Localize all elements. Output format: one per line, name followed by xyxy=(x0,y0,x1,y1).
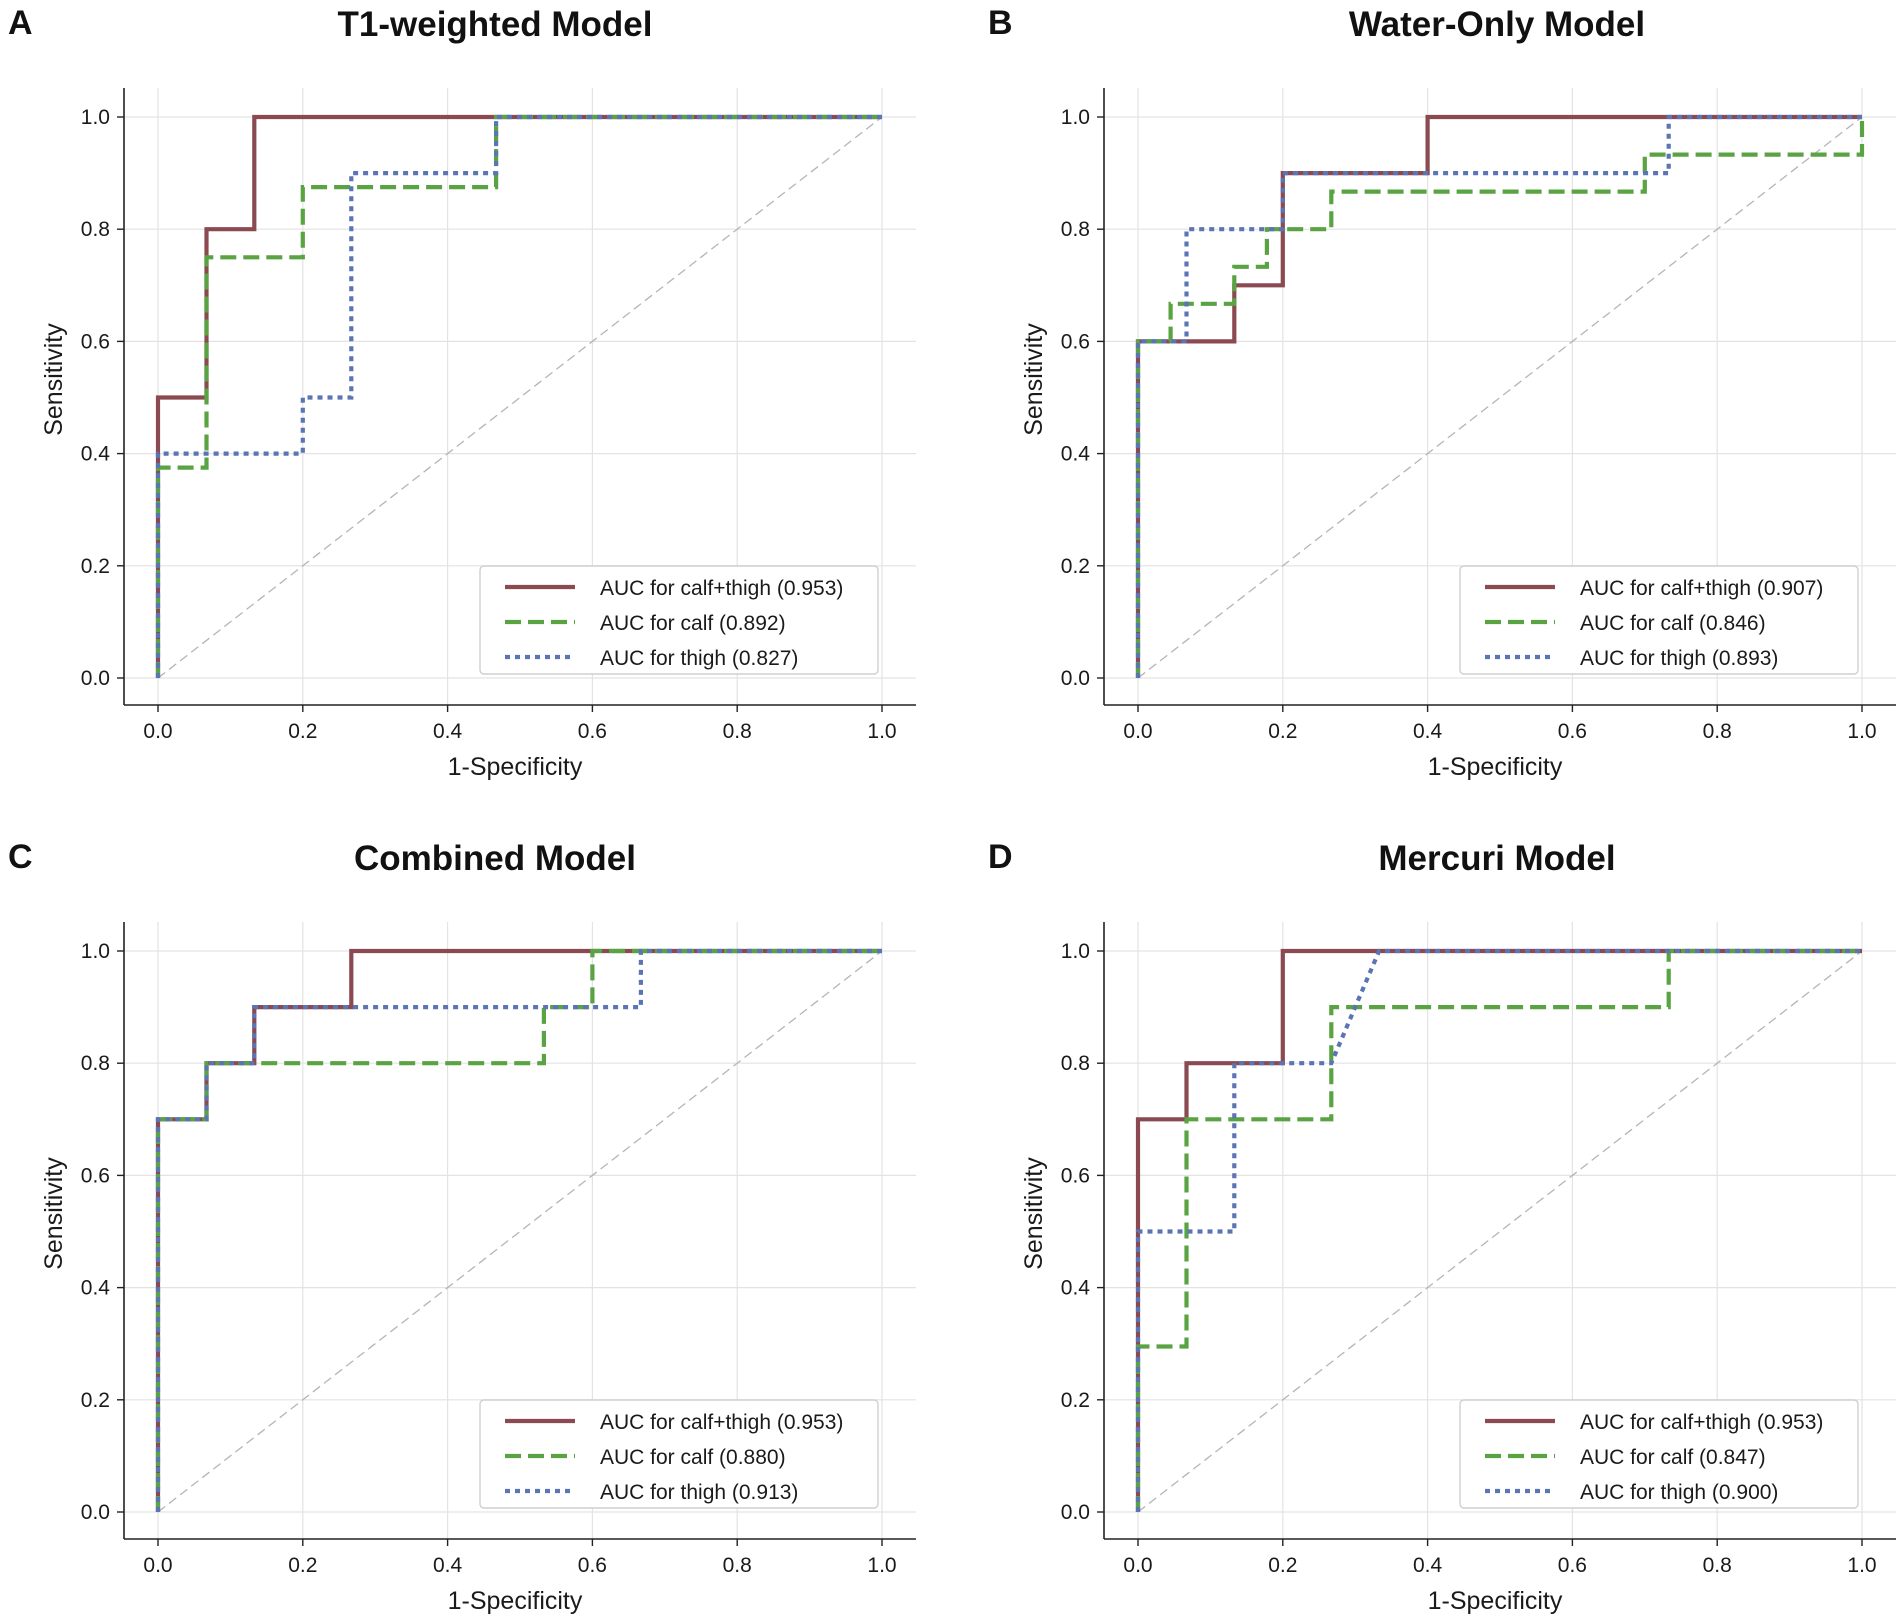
x-tick-label: 1.0 xyxy=(867,720,896,743)
chart-title: Combined Model xyxy=(354,839,636,878)
x-tick-label: 0.8 xyxy=(1703,1554,1732,1577)
y-tick-label: 1.0 xyxy=(1061,106,1090,129)
legend-box xyxy=(1459,565,1859,675)
y-tick-label: 0.0 xyxy=(1061,667,1090,690)
legend-box xyxy=(479,565,879,675)
x-tick-label: 1.0 xyxy=(1847,1554,1876,1577)
reference-diagonal-line xyxy=(157,950,883,1513)
roc-curve-calf-thigh xyxy=(155,114,882,678)
y-tick-label: 0.4 xyxy=(81,443,111,466)
x-axis-label: 1-Specificity xyxy=(448,753,583,781)
legend-label: AUC for calf+thigh (0.953) xyxy=(600,577,843,600)
y-tick-label: 0.2 xyxy=(1061,1389,1090,1412)
y-axis-label: Sensitivity xyxy=(1020,323,1048,436)
y-tick-label: 0.0 xyxy=(1061,1501,1090,1524)
legend-label: AUC for thigh (0.893) xyxy=(1580,647,1778,670)
roc-curve-calf-thigh xyxy=(1135,948,1862,1512)
x-tick-label: 0.8 xyxy=(1703,720,1732,743)
y-tick-label: 0.6 xyxy=(1061,1164,1090,1187)
y-tick-label: 0.8 xyxy=(81,1052,110,1075)
chart-title: T1-weighted Model xyxy=(338,5,653,44)
legend-label: AUC for calf (0.847) xyxy=(1580,1446,1766,1469)
chart-panel-a: A T1-weighted Model 0.0 0.2 0.4 0.6 0.8 1.0 0.0 0… xyxy=(8,4,916,781)
legend-label: AUC for calf (0.880) xyxy=(600,1446,786,1469)
legend-label: AUC for calf (0.892) xyxy=(600,612,786,635)
y-tick-label: 0.8 xyxy=(1061,1052,1090,1075)
y-tick-label: 0.4 xyxy=(1061,1277,1091,1300)
x-tick-label: 0.0 xyxy=(1123,1554,1152,1577)
x-tick-label: 0.6 xyxy=(578,1554,607,1577)
y-tick-label: 1.0 xyxy=(81,940,110,963)
chart-title: Mercuri Model xyxy=(1378,839,1615,878)
x-tick-label: 0.6 xyxy=(1558,720,1587,743)
x-axis-label: 1-Specificity xyxy=(1428,1587,1563,1615)
x-tick-label: 0.4 xyxy=(1413,1554,1443,1577)
legend-label: AUC for calf+thigh (0.953) xyxy=(1580,1411,1823,1434)
x-tick-label: 0.6 xyxy=(1558,1554,1587,1577)
y-tick-label: 1.0 xyxy=(1061,940,1090,963)
legend-label: AUC for calf (0.846) xyxy=(1580,612,1766,635)
y-axis-label: Sensitivity xyxy=(1020,1157,1048,1270)
y-tick-label: 0.8 xyxy=(81,218,110,241)
reference-diagonal-line xyxy=(1137,116,1863,679)
x-tick-label: 0.2 xyxy=(1268,1554,1297,1577)
roc-curve-calf xyxy=(155,948,882,1512)
legend-label: AUC for calf+thigh (0.907) xyxy=(1580,577,1823,600)
x-tick-label: 0.4 xyxy=(1413,720,1443,743)
x-axis-label: 1-Specificity xyxy=(1428,753,1563,781)
roc-curve-calf xyxy=(1135,948,1862,1512)
reference-diagonal-line xyxy=(157,116,883,679)
x-tick-label: 0.4 xyxy=(433,720,463,743)
roc-curve-thigh xyxy=(155,114,882,678)
panel-letter: A xyxy=(8,4,33,42)
roc-curve-calf xyxy=(1135,117,1865,678)
y-tick-label: 0.2 xyxy=(1061,555,1090,578)
x-tick-label: 0.8 xyxy=(723,1554,752,1577)
y-tick-label: 0.0 xyxy=(81,1501,110,1524)
roc-curve-thigh xyxy=(1135,114,1862,678)
panel-letter: B xyxy=(988,4,1013,42)
x-axis-label: 1-Specificity xyxy=(448,1587,583,1615)
y-tick-label: 0.6 xyxy=(81,330,110,353)
x-tick-label: 1.0 xyxy=(867,1554,896,1577)
roc-curve-calf xyxy=(155,114,882,678)
x-tick-label: 1.0 xyxy=(1847,720,1876,743)
y-tick-label: 0.4 xyxy=(81,1277,111,1300)
chart-panel-d: D Mercuri Model 0.0 0.2 0.4 0.6 0.8 1.0 0.0 0.2 0.… xyxy=(988,838,1896,1615)
y-tick-label: 0.2 xyxy=(81,555,110,578)
panel-letter: C xyxy=(8,838,33,876)
y-tick-label: 0.0 xyxy=(81,667,110,690)
y-tick-label: 0.8 xyxy=(1061,218,1090,241)
x-tick-label: 0.8 xyxy=(723,720,752,743)
y-tick-label: 0.6 xyxy=(81,1164,110,1187)
legend-box xyxy=(479,1399,879,1509)
x-tick-label: 0.4 xyxy=(433,1554,463,1577)
x-tick-label: 0.0 xyxy=(143,720,172,743)
x-tick-label: 0.2 xyxy=(288,720,317,743)
y-tick-label: 0.6 xyxy=(1061,330,1090,353)
y-tick-label: 1.0 xyxy=(81,106,110,129)
y-axis-label: Sensitivity xyxy=(40,323,68,436)
roc-curve-thigh xyxy=(1135,948,1862,1512)
legend-label: AUC for thigh (0.900) xyxy=(1580,1481,1778,1504)
x-tick-label: 0.0 xyxy=(143,1554,172,1577)
x-tick-label: 0.6 xyxy=(578,720,607,743)
chart-panel-c: C Combined Model 0.0 0.2 0.4 0.6 0.8 1.0 0.0 0.2 0… xyxy=(8,838,916,1615)
legend-label: AUC for thigh (0.913) xyxy=(600,1481,798,1504)
chart-panel-b: B Water-Only Model 0.0 0.2 0.4 0.6 0.8 1.0 0.0 0.… xyxy=(988,4,1896,781)
panel-letter: D xyxy=(988,838,1013,876)
x-tick-label: 0.0 xyxy=(1123,720,1152,743)
legend-label: AUC for calf+thigh (0.953) xyxy=(600,1411,843,1434)
y-axis-label: Sensitivity xyxy=(40,1157,68,1270)
y-tick-label: 0.4 xyxy=(1061,443,1091,466)
chart-title: Water-Only Model xyxy=(1349,5,1645,44)
y-tick-label: 0.2 xyxy=(81,1389,110,1412)
x-tick-label: 0.2 xyxy=(1268,720,1297,743)
x-tick-label: 0.2 xyxy=(288,1554,317,1577)
reference-diagonal-line xyxy=(1137,950,1863,1513)
legend-box xyxy=(1459,1399,1859,1509)
roc-curve-calf-thigh xyxy=(155,948,882,1512)
legend-label: AUC for thigh (0.827) xyxy=(600,647,798,670)
